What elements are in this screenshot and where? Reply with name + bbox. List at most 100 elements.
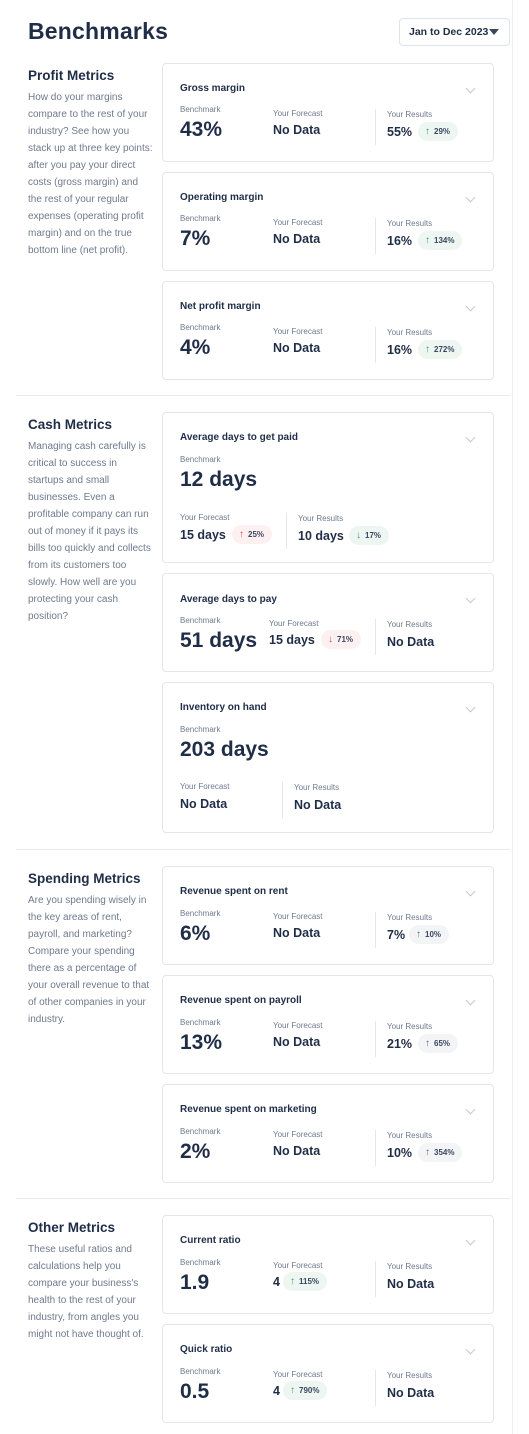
benchmark-value: 4% — [180, 336, 211, 359]
chevron-down-icon[interactable] — [465, 995, 476, 1006]
benchmark-value: 0.5 — [180, 1380, 210, 1403]
forecast-label: Your Forecast — [180, 782, 230, 791]
divider — [375, 1130, 376, 1166]
spending-metrics-section: Spending Metrics Are you spending wisely… — [16, 871, 510, 1191]
card-title: Revenue spent on rent — [180, 886, 288, 897]
chevron-down-icon[interactable] — [465, 83, 476, 94]
arrow-up-icon: ↑ — [425, 1146, 430, 1158]
results-value: 7% — [387, 928, 406, 942]
benchmark-label: Benchmark — [180, 1018, 221, 1027]
results-label: Your Results — [298, 514, 344, 523]
card-title: Average days to pay — [180, 594, 277, 605]
metric-card-net-profit-margin[interactable]: Net profit margin Benchmark 4% Your Fore… — [162, 281, 494, 380]
results-label: Your Results — [387, 1371, 433, 1380]
page-edge-line — [512, 0, 513, 1434]
forecast-label: Your Forecast — [273, 327, 323, 336]
forecast-value: No Data — [180, 797, 228, 811]
benchmark-label: Benchmark — [180, 616, 221, 625]
chevron-down-icon[interactable] — [465, 1104, 476, 1115]
chevron-down-icon[interactable] — [465, 301, 476, 312]
arrow-up-icon: ↑ — [425, 343, 430, 355]
chevron-down-icon[interactable] — [465, 702, 476, 713]
benchmark-label: Benchmark — [180, 455, 221, 464]
results-change-badge: ↓ 17% — [349, 526, 390, 545]
chevron-down-icon[interactable] — [465, 432, 476, 443]
arrow-up-icon: ↑ — [239, 528, 244, 540]
forecast-label: Your Forecast — [180, 513, 230, 522]
forecast-value: No Data — [273, 1035, 321, 1049]
chevron-down-icon[interactable] — [465, 192, 476, 203]
benchmark-value: 13% — [180, 1031, 223, 1054]
results-value: 21% — [387, 1037, 413, 1051]
metric-card-revenue-on-payroll[interactable]: Revenue spent on payroll Benchmark 13% Y… — [162, 975, 494, 1074]
chevron-down-icon[interactable] — [465, 593, 476, 604]
card-title: Inventory on hand — [180, 702, 267, 713]
arrow-up-icon: ↑ — [416, 928, 421, 940]
forecast-label: Your Forecast — [273, 1261, 323, 1270]
results-value: 10 days — [298, 529, 344, 543]
results-change: 134% — [434, 236, 455, 245]
results-label: Your Results — [387, 1131, 433, 1140]
section-title: Other Metrics — [28, 1220, 116, 1235]
metric-card-quick-ratio[interactable]: Quick ratio Benchmark 0.5 Your Forecast … — [162, 1324, 494, 1423]
metric-card-gross-margin[interactable]: Gross margin Benchmark 43% Your Forecast… — [162, 63, 494, 162]
arrow-down-icon: ↓ — [356, 529, 361, 541]
results-change-badge: ↑ 10% — [409, 925, 450, 944]
benchmark-value: 1.9 — [180, 1271, 210, 1294]
forecast-label: Your Forecast — [273, 1370, 323, 1379]
metric-card-current-ratio[interactable]: Current ratio Benchmark 1.9 Your Forecas… — [162, 1215, 494, 1314]
results-value: No Data — [387, 1386, 435, 1400]
metric-card-inventory-on-hand[interactable]: Inventory on hand Benchmark 203 days You… — [162, 682, 494, 833]
chevron-down-icon[interactable] — [465, 1235, 476, 1246]
benchmark-label: Benchmark — [180, 1127, 221, 1136]
date-range-select[interactable]: Jan to Dec 2023 — [399, 18, 510, 46]
forecast-change: 790% — [299, 1386, 320, 1395]
divider — [375, 912, 376, 948]
results-change-badge: ↑ 29% — [418, 122, 459, 141]
page-title: Benchmarks — [28, 18, 169, 44]
forecast-value: No Data — [273, 232, 321, 246]
results-label: Your Results — [387, 110, 433, 119]
section-divider — [16, 1198, 510, 1199]
benchmark-label: Benchmark — [180, 323, 221, 332]
arrow-up-icon: ↑ — [425, 234, 430, 246]
date-range-value: Jan to Dec 2023 — [409, 26, 489, 38]
results-change: 29% — [434, 127, 451, 136]
metric-card-days-to-pay[interactable]: Average days to pay Benchmark 51 days Yo… — [162, 573, 494, 672]
results-change-badge: ↑ 272% — [418, 340, 463, 359]
card-title: Quick ratio — [180, 1344, 233, 1355]
section-divider — [16, 395, 510, 396]
forecast-change: 25% — [248, 530, 265, 539]
metric-card-revenue-on-marketing[interactable]: Revenue spent on marketing Benchmark 2% … — [162, 1084, 494, 1183]
results-change-badge: ↑ 354% — [418, 1143, 463, 1162]
benchmark-value: 7% — [180, 227, 211, 250]
metric-card-days-to-get-paid[interactable]: Average days to get paid Benchmark 12 da… — [162, 412, 494, 563]
divider — [375, 1370, 376, 1406]
benchmark-label: Benchmark — [180, 214, 221, 223]
section-divider — [16, 849, 510, 850]
forecast-value: No Data — [273, 926, 321, 940]
arrow-down-icon: ↓ — [328, 633, 333, 645]
card-title: Gross margin — [180, 83, 246, 94]
chevron-down-icon[interactable] — [465, 1344, 476, 1355]
results-value: No Data — [294, 798, 342, 812]
section-description: Are you spending wisely in the key areas… — [28, 895, 150, 1025]
results-value: 16% — [387, 234, 413, 248]
forecast-value: 4 — [273, 1275, 280, 1289]
forecast-change-badge: ↑ 115% — [283, 1272, 328, 1291]
results-value: 10% — [387, 1146, 413, 1160]
profit-metrics-section: Profit Metrics How do your margins compa… — [16, 68, 510, 388]
section-description: How do your margins compare to the rest … — [28, 92, 153, 256]
divider — [375, 109, 376, 145]
divider — [375, 218, 376, 254]
benchmark-value: 203 days — [180, 738, 269, 761]
forecast-value: 15 days — [180, 528, 226, 542]
metric-card-operating-margin[interactable]: Operating margin Benchmark 7% Your Forec… — [162, 172, 494, 271]
divider — [375, 1261, 376, 1297]
caret-down-icon — [489, 29, 499, 35]
benchmark-label: Benchmark — [180, 725, 221, 734]
chevron-down-icon[interactable] — [465, 886, 476, 897]
results-label: Your Results — [387, 1022, 433, 1031]
forecast-label: Your Forecast — [273, 109, 323, 118]
metric-card-revenue-on-rent[interactable]: Revenue spent on rent Benchmark 6% Your … — [162, 866, 494, 965]
